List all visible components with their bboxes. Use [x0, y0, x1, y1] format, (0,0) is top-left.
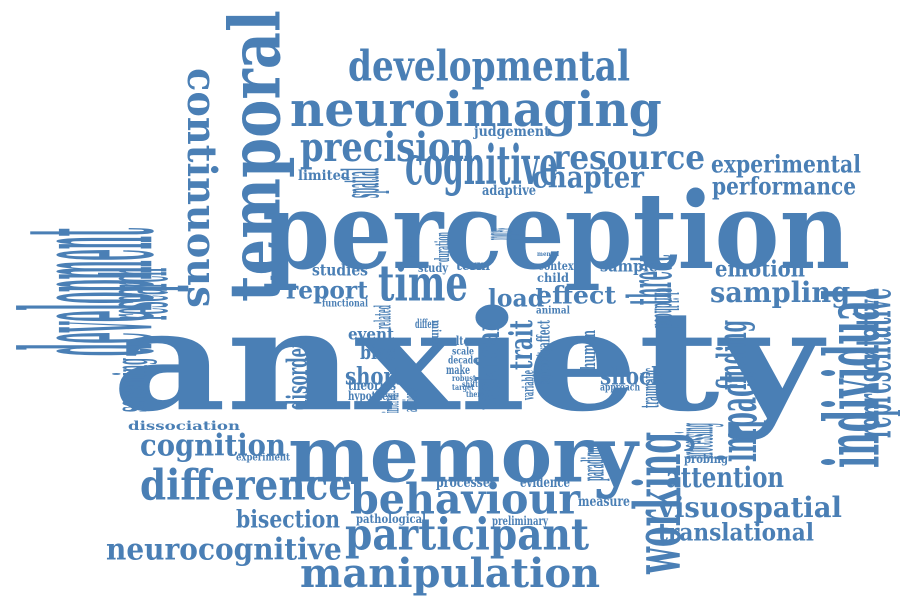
- word-screening: screening: [103, 357, 159, 412]
- word-visuospatial: visuospatial: [658, 490, 842, 524]
- word-neurocognitive: neurocognitive: [106, 531, 342, 567]
- word-dissociation: dissociation: [128, 418, 241, 434]
- word-hypothesi: hypothesi: [348, 388, 397, 404]
- word-judgement: judgement: [474, 122, 550, 140]
- word-translational: translational: [658, 517, 814, 547]
- word-traumatic: traumatic: [635, 367, 665, 408]
- word-memory: memory: [288, 407, 638, 501]
- word-behaviour: behaviour: [350, 474, 581, 524]
- word-precision: precision: [300, 123, 475, 171]
- word-term: term: [456, 256, 491, 274]
- word-context: context: [538, 258, 578, 274]
- word-representative: representative: [843, 287, 900, 438]
- word-robust: robust: [452, 373, 476, 383]
- word-human: human: [576, 330, 600, 370]
- word-child: child: [537, 270, 569, 286]
- word-alter: alter: [450, 333, 475, 349]
- word-adaptive: adaptive: [482, 181, 537, 199]
- word-mental: mental: [537, 250, 560, 258]
- word-make: make: [446, 362, 470, 378]
- word-shock: shock: [600, 361, 665, 391]
- word-cognition: cognition: [140, 427, 286, 463]
- word-bisection: bisection: [236, 504, 341, 534]
- word-affect: affect: [532, 320, 554, 348]
- word-resource: resource: [553, 136, 706, 178]
- word-participant: participant: [345, 508, 590, 560]
- word-target: target: [452, 382, 475, 392]
- word-study: study: [418, 260, 449, 276]
- word-decade: decade: [448, 354, 478, 366]
- word-experiment: experiment: [236, 451, 290, 463]
- word-performance: performance: [712, 171, 857, 201]
- word-time: time: [378, 253, 468, 313]
- word-load: load: [488, 283, 545, 313]
- word-difference: difference: [140, 460, 353, 510]
- word-paradigm: paradigm: [575, 445, 611, 481]
- word-related: related: [370, 305, 396, 329]
- word-neuroimaging: neuroimaging: [290, 80, 662, 138]
- word-spatial: spatial: [331, 168, 391, 198]
- word-perception: perception: [262, 168, 851, 294]
- word-anxiety: anxiety: [112, 279, 823, 443]
- word-differ: differ: [415, 316, 436, 332]
- word-processes: processes: [436, 473, 497, 491]
- word-functional: functional: [322, 297, 368, 309]
- word-effect: effect: [536, 280, 617, 310]
- word-approach: approach: [600, 381, 641, 393]
- word-report: report: [286, 275, 368, 305]
- word-short: short: [345, 361, 403, 391]
- word-developmental: developmental: [348, 41, 630, 91]
- word-shift: shift: [462, 379, 479, 389]
- word-limited: limited: [298, 166, 350, 184]
- word-animal: animal: [536, 304, 571, 316]
- word-event: event: [348, 324, 395, 344]
- word-chapter: chapter: [532, 159, 644, 195]
- word-progress: progress: [474, 227, 522, 240]
- word-temporal: temporal: [213, 10, 297, 302]
- word-childhood: childhood: [647, 288, 685, 328]
- word-superiority: superiority: [532, 348, 554, 384]
- word-sampling: sampling: [710, 275, 851, 309]
- word-preliminary: preliminary: [492, 513, 549, 529]
- word-probing: probing: [684, 451, 728, 467]
- word-duration: duration: [430, 232, 454, 262]
- word-disorder: disorder: [280, 340, 314, 410]
- word-bias: bias: [360, 340, 397, 364]
- word-research: research: [81, 267, 189, 320]
- word-studies: studies: [312, 260, 369, 280]
- word-evidence: evidence: [520, 473, 571, 491]
- word-emotion: emotion: [715, 256, 805, 282]
- word-person: person: [398, 238, 416, 258]
- word-sample: sample: [600, 256, 659, 276]
- word-theories: theories: [348, 376, 396, 394]
- word-scale: scale: [452, 345, 474, 357]
- word-measure: measure: [578, 492, 630, 510]
- word-them: them: [466, 389, 485, 399]
- word-attention: attention: [666, 460, 785, 494]
- word-pathological: pathological: [356, 511, 426, 527]
- word-anxious: anxious: [398, 388, 422, 412]
- word-cognitive: cognitive: [405, 133, 559, 197]
- word-experimental: experimental: [711, 149, 861, 179]
- word-manipulation: manipulation: [300, 549, 601, 597]
